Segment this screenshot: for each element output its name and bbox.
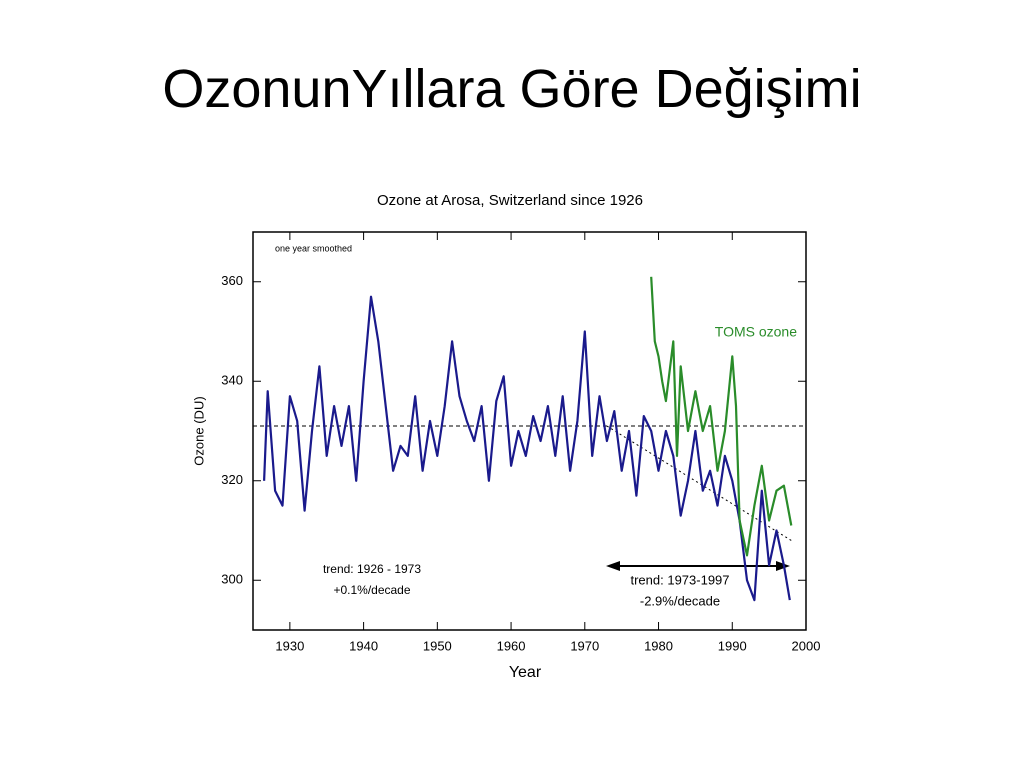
x-tick-label: 1940 bbox=[349, 638, 378, 653]
series-line bbox=[650, 276, 793, 557]
y-tick-label: 300 bbox=[221, 572, 243, 587]
annotation: one year smoothed bbox=[275, 243, 352, 253]
x-axis-label: Year bbox=[509, 664, 542, 681]
y-tick-label: 360 bbox=[221, 273, 243, 288]
x-tick-label: 1950 bbox=[423, 638, 452, 653]
x-tick-label: 2000 bbox=[792, 638, 821, 653]
y-tick-label: 320 bbox=[221, 472, 243, 487]
x-tick-label: 1930 bbox=[275, 638, 304, 653]
y-tick-label: 340 bbox=[221, 373, 243, 388]
plot-frame bbox=[252, 231, 807, 631]
series-line bbox=[263, 295, 791, 602]
x-tick-label: 1980 bbox=[644, 638, 673, 653]
series-label: TOMS ozone bbox=[715, 324, 797, 340]
x-tick-label: 1990 bbox=[718, 638, 747, 653]
annotation: +0.1%/decade bbox=[333, 583, 410, 597]
annotation: trend: 1926 - 1973 bbox=[323, 562, 421, 576]
y-axis-label: Ozone (DU) bbox=[191, 396, 206, 465]
slide-title: OzonunYıllara Göre Değişimi bbox=[162, 59, 862, 119]
x-tick-label: 1970 bbox=[570, 638, 599, 653]
annotation: -2.9%/decade bbox=[640, 593, 720, 608]
x-tick-label: 1960 bbox=[497, 638, 526, 653]
arrow-head bbox=[606, 561, 620, 571]
annotation: trend: 1973-1997 bbox=[630, 572, 729, 587]
chart-title: Ozone at Arosa, Switzerland since 1926 bbox=[377, 192, 643, 209]
